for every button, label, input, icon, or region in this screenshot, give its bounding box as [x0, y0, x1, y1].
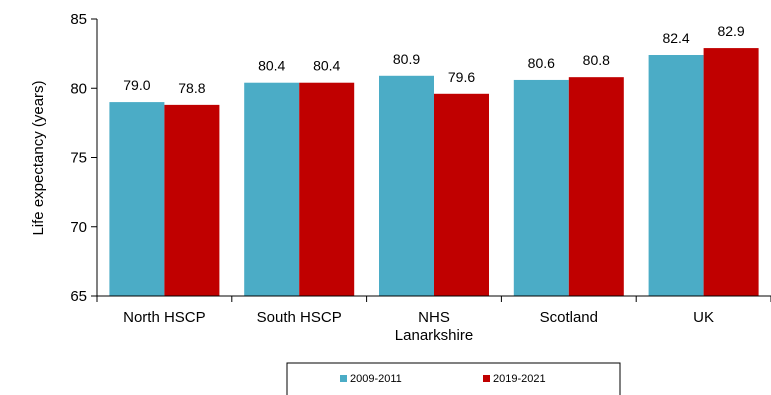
- category-label-1-0: South HSCP: [257, 309, 342, 326]
- data-labels-layer: 79.0 78.8 80.4 80.4 80.9 79.6 80.6 80.8 82.4 82.9: [123, 23, 745, 96]
- y-tick-label-85: 85: [70, 11, 87, 28]
- legend-swatch-2019-2021: [483, 375, 490, 382]
- bar-2009-2011-4: [648, 55, 704, 297]
- legend-label-2019-2021: 2019-2021: [493, 373, 546, 385]
- y-axis-title: Life expectancy (years): [30, 80, 47, 235]
- legend-swatch-2009-2011: [340, 375, 347, 382]
- category-label-4-0: UK: [693, 309, 714, 326]
- bar-2019-2021-2: [434, 93, 489, 296]
- data-label-2009-2011-2: 80.9: [393, 51, 420, 67]
- data-label-2019-2021-4: 82.9: [717, 23, 744, 39]
- bar-2009-2011-3: [513, 79, 569, 296]
- data-label-2009-2011-0: 79.0: [123, 77, 150, 93]
- data-label-2009-2011-3: 80.6: [528, 55, 555, 71]
- category-label-2-0: NHS: [418, 309, 450, 326]
- data-label-2009-2011-1: 80.4: [258, 58, 285, 74]
- bar-2019-2021-0: [164, 104, 220, 297]
- legend-box: [286, 362, 621, 395]
- data-label-2009-2011-4: 82.4: [662, 30, 689, 46]
- y-tick-label-80: 80: [70, 80, 87, 97]
- category-label-3-0: Scotland: [540, 309, 598, 326]
- data-label-2019-2021-0: 78.8: [178, 80, 205, 96]
- y-tick-label-65: 65: [70, 288, 87, 305]
- bar-2019-2021-1: [299, 82, 355, 297]
- category-label-0-0: North HSCP: [123, 309, 206, 326]
- bar-2009-2011-0: [109, 102, 165, 296]
- bar-2009-2011-1: [244, 82, 300, 297]
- category-label-2-1: Lanarkshire: [395, 327, 473, 344]
- bar-2009-2011-2: [379, 75, 434, 296]
- bar-2019-2021-3: [568, 77, 624, 296]
- data-label-2019-2021-3: 80.8: [583, 52, 610, 68]
- data-label-2019-2021-2: 79.6: [448, 69, 475, 85]
- bars-layer: [109, 48, 759, 297]
- bar-2019-2021-4: [703, 48, 759, 297]
- y-tick-label-70: 70: [70, 219, 87, 236]
- legend-label-2009-2011: 2009-2011: [350, 373, 402, 385]
- y-tick-label-75: 75: [70, 150, 87, 167]
- legend: 2009-2011 2019-2021: [286, 362, 621, 395]
- data-label-2019-2021-1: 80.4: [313, 58, 340, 74]
